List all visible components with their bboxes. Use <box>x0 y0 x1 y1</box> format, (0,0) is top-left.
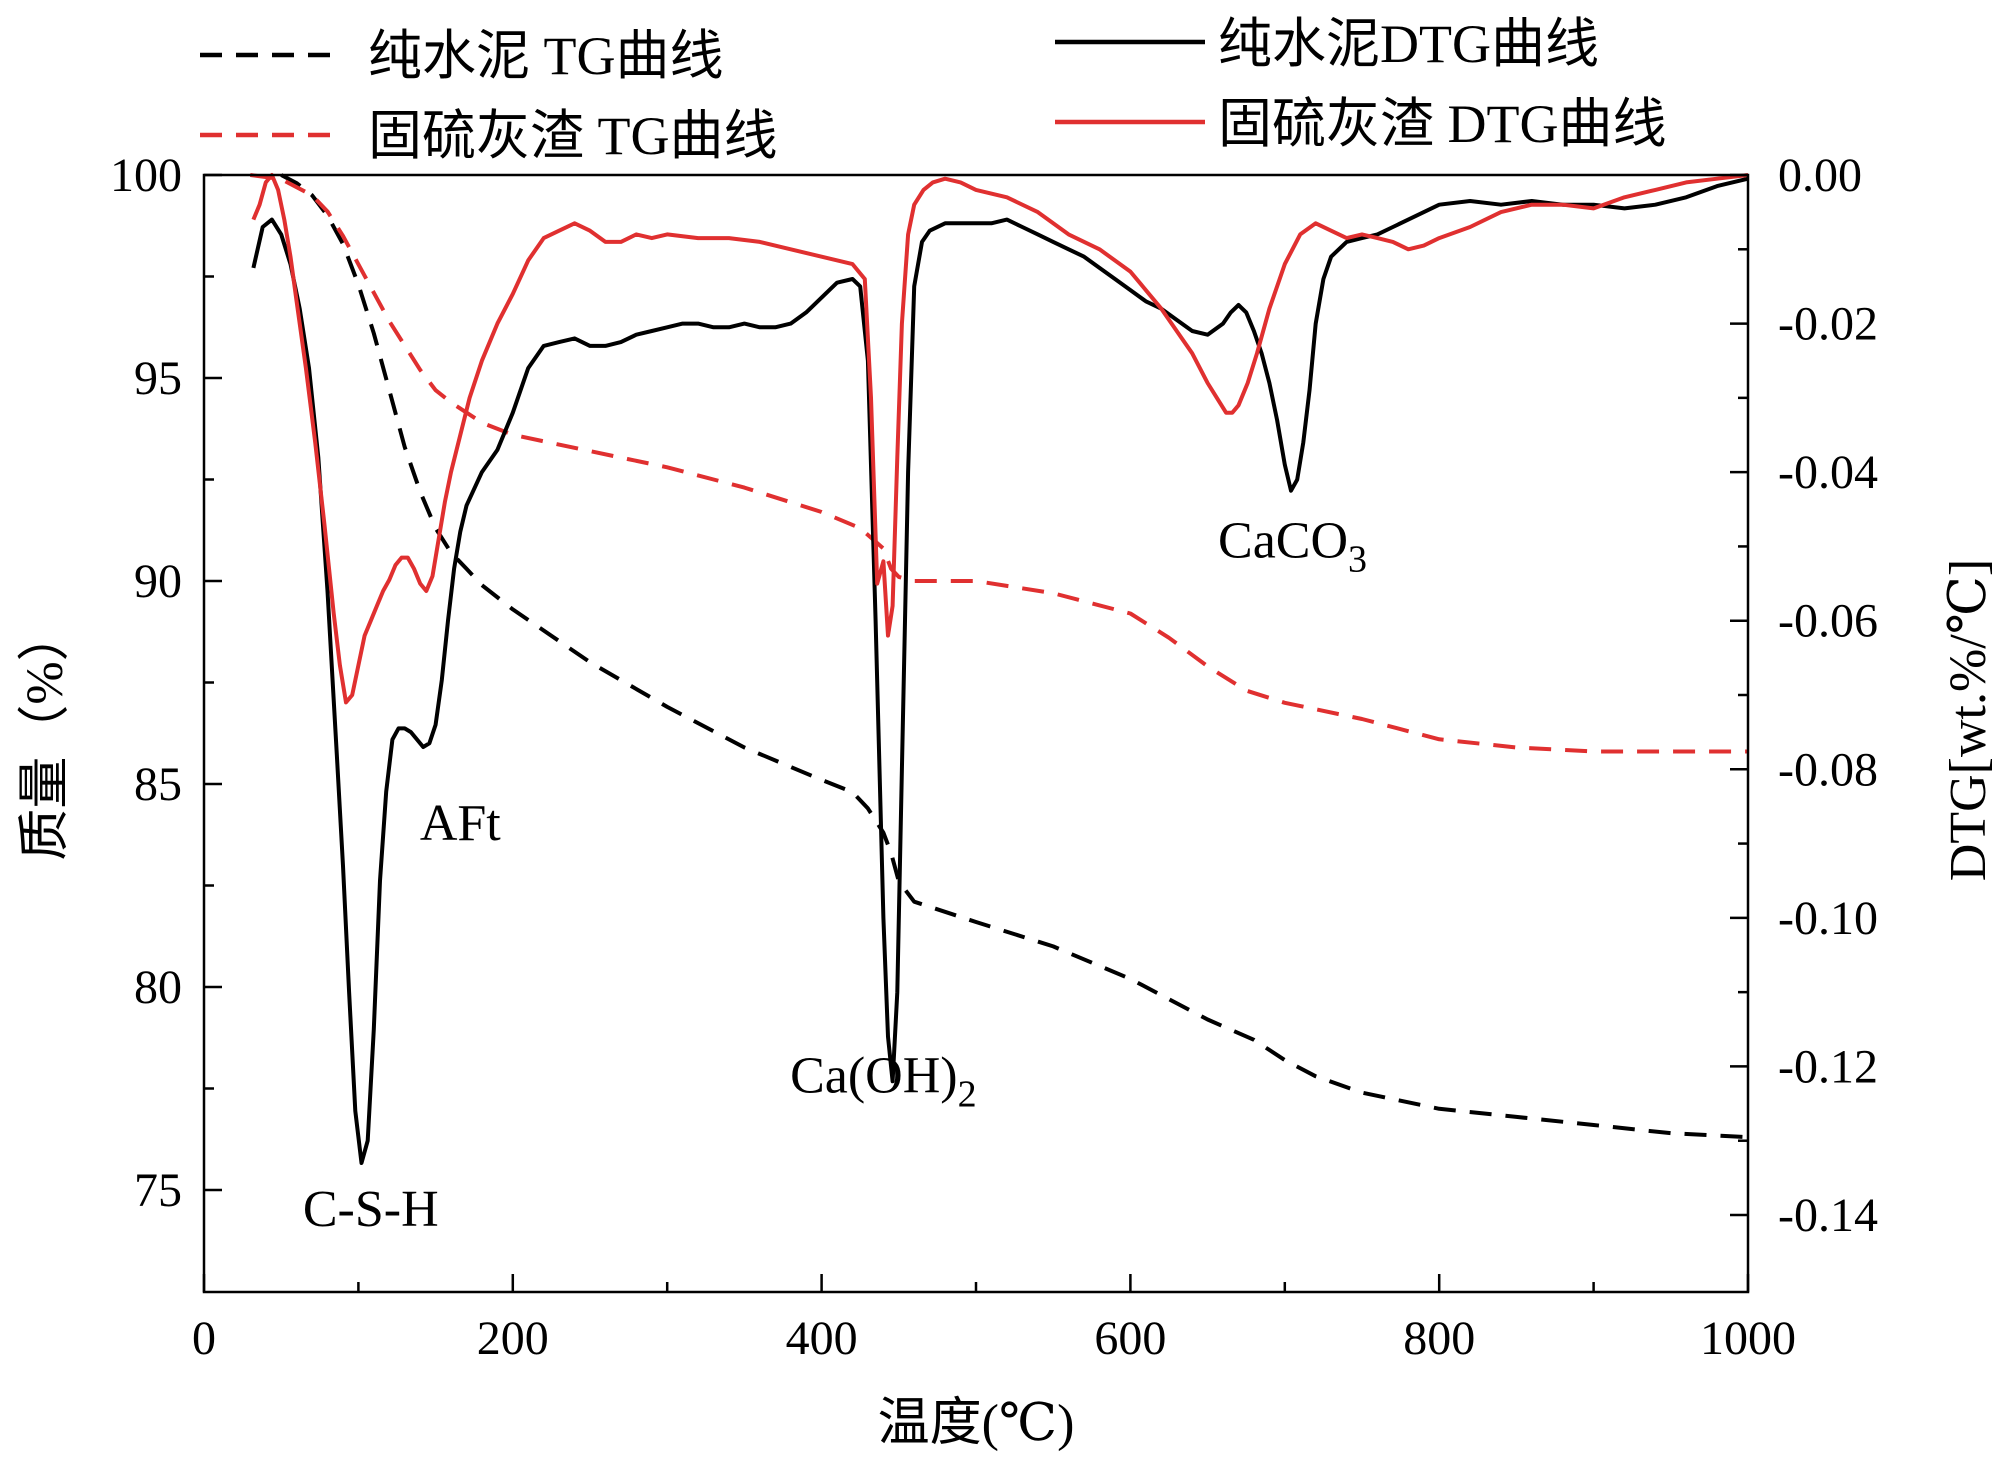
y-left-axis-title: 质量（%） <box>17 609 74 860</box>
y-right-tick-label: -0.06 <box>1778 595 1878 648</box>
annotation-text: C-S-H <box>303 1181 439 1238</box>
y-right-tick-label: -0.02 <box>1778 298 1878 351</box>
y-right-tick-label: -0.12 <box>1778 1040 1878 1093</box>
series-layer <box>250 173 1749 1165</box>
x-axis-title: 温度(℃) <box>878 1395 1075 1452</box>
tg-curve-0 <box>280 173 1749 1140</box>
annotation-text: CaCO <box>1218 513 1348 570</box>
x-tick-label: 800 <box>1403 1312 1475 1365</box>
annotation-subscript: 3 <box>1348 539 1367 581</box>
dtg-curve-3 <box>251 173 1749 705</box>
legend-label: 固硫灰渣 TG曲线 <box>368 106 777 166</box>
dtg-curve-2 <box>251 176 1749 1165</box>
annotation-layer: C-S-H AFt Ca(OH)2 CaCO3 <box>303 513 1367 1239</box>
y-left-tick-label: 95 <box>134 352 182 405</box>
x-tick-label: 400 <box>786 1312 858 1365</box>
y-left-tick-label: 75 <box>134 1164 182 1217</box>
x-tick-label: 1000 <box>1700 1312 1796 1365</box>
legend-label: 纯水泥DTG曲线 <box>1218 14 1599 74</box>
y-right-tick-label: 0.00 <box>1778 149 1862 202</box>
legend-label: 固硫灰渣 DTG曲线 <box>1218 94 1666 154</box>
x-tick-label: 600 <box>1094 1312 1166 1365</box>
x-tick-label: 200 <box>477 1312 549 1365</box>
legend-label: 纯水泥 TG曲线 <box>368 26 723 86</box>
y-right-tick-label: -0.14 <box>1778 1189 1878 1242</box>
peak-annotation: CaCO3 <box>1218 513 1367 581</box>
peak-annotation: Ca(OH)2 <box>790 1047 977 1115</box>
peak-annotation: C-S-H <box>303 1181 439 1238</box>
annotation-text: AFt <box>420 795 501 852</box>
plot-frame <box>202 173 1750 1294</box>
annotation-text: Ca(OH) <box>790 1047 958 1104</box>
y-right-axis: 0.00 -0.02 -0.04 -0.06 -0.08 -0.10 -0.12 -0.14 <box>1730 149 1878 1242</box>
y-right-tick-label: -0.08 <box>1778 743 1878 796</box>
tg-curve-1 <box>250 173 1748 754</box>
x-tick-label: 0 <box>192 1312 216 1365</box>
y-right-tick-label: -0.10 <box>1778 892 1878 945</box>
y-left-tick-label: 90 <box>134 555 182 608</box>
y-right-tick-label: -0.04 <box>1778 446 1878 499</box>
annotation-subscript: 2 <box>958 1073 977 1115</box>
peak-annotation: AFt <box>420 795 501 852</box>
y-left-axis: 75 80 85 90 95 100 <box>110 149 222 1217</box>
y-left-tick-label: 85 <box>134 758 182 811</box>
y-left-tick-label: 80 <box>134 961 182 1014</box>
x-axis: 0 200 400 600 800 1000 <box>192 1274 1796 1365</box>
y-left-tick-label: 100 <box>110 149 182 202</box>
y-right-axis-title: DTG[wt.%/℃] <box>1940 559 1997 881</box>
